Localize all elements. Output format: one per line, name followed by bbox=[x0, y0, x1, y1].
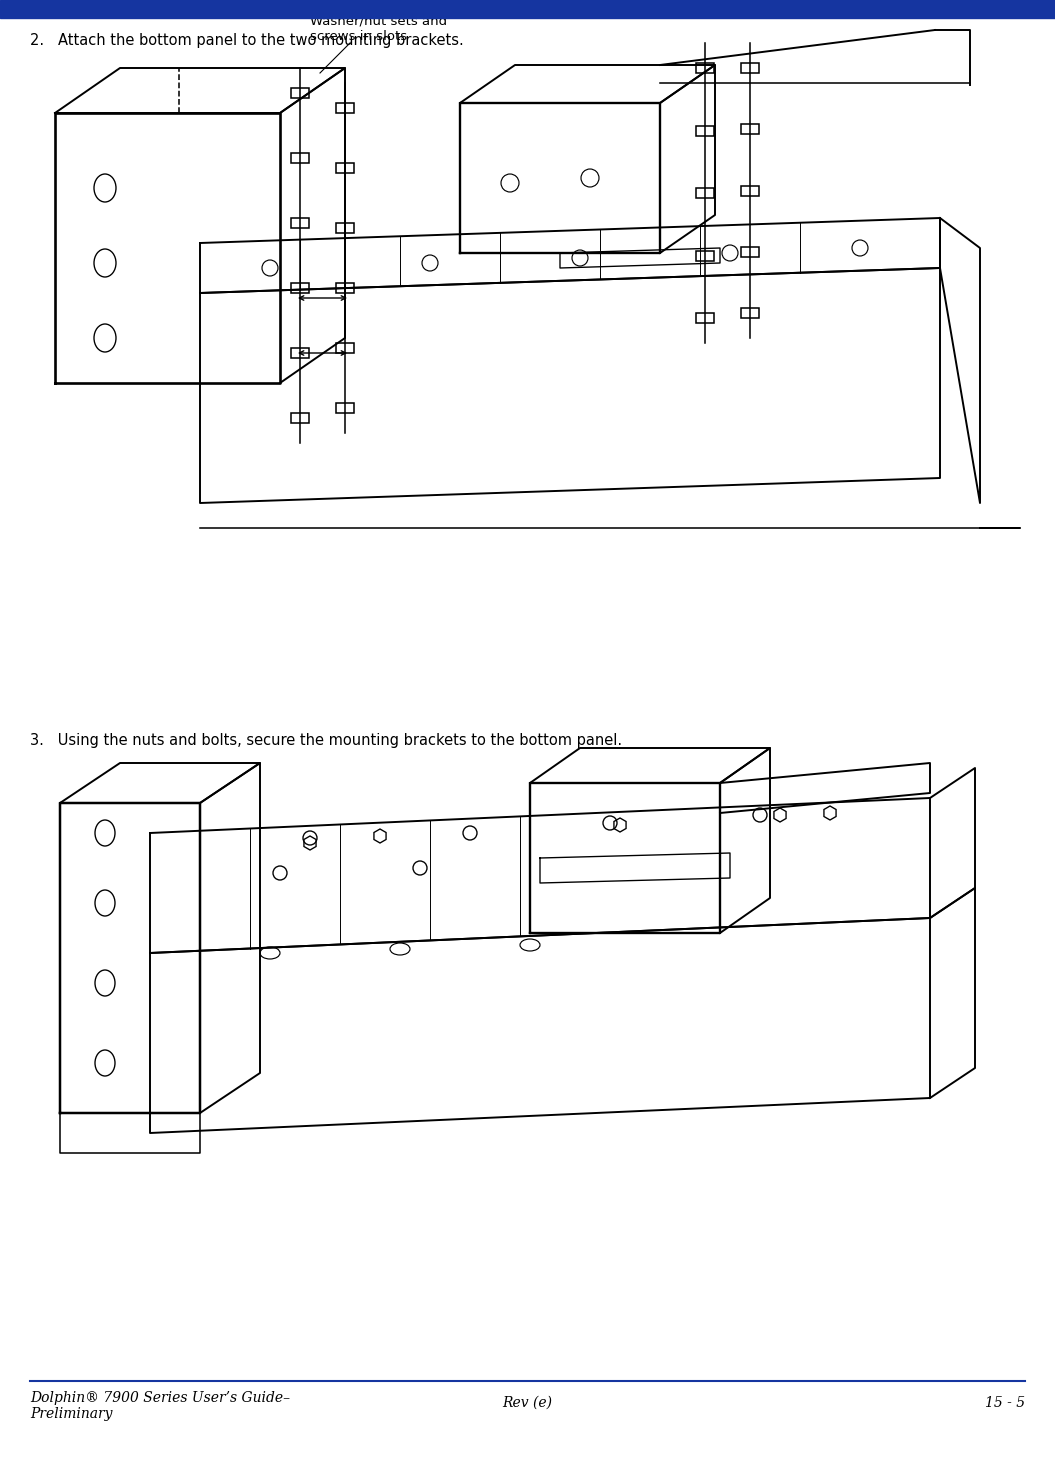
Bar bbox=[741, 309, 759, 317]
Bar bbox=[741, 247, 759, 256]
Bar bbox=[696, 189, 714, 198]
Bar bbox=[0, 0, 1055, 18]
Bar bbox=[291, 282, 309, 293]
Bar bbox=[291, 154, 309, 162]
Bar bbox=[696, 63, 714, 73]
Text: Washer/nut sets and
screws in slots: Washer/nut sets and screws in slots bbox=[310, 15, 447, 42]
Bar bbox=[335, 102, 354, 113]
Text: 15 - 5: 15 - 5 bbox=[985, 1396, 1025, 1410]
Text: 3.   Using the nuts and bolts, secure the mounting brackets to the bottom panel.: 3. Using the nuts and bolts, secure the … bbox=[30, 733, 622, 748]
Bar bbox=[291, 218, 309, 228]
Text: Preliminary: Preliminary bbox=[30, 1407, 113, 1421]
Bar bbox=[741, 186, 759, 196]
Bar bbox=[696, 250, 714, 260]
Bar bbox=[335, 402, 354, 413]
Bar bbox=[335, 282, 354, 293]
Bar bbox=[696, 126, 714, 136]
Bar bbox=[335, 162, 354, 173]
Bar bbox=[291, 348, 309, 358]
Bar bbox=[741, 63, 759, 73]
Bar bbox=[335, 342, 354, 353]
Text: Dolphin® 7900 Series User’s Guide–: Dolphin® 7900 Series User’s Guide– bbox=[30, 1391, 290, 1404]
Bar bbox=[741, 124, 759, 135]
Bar bbox=[696, 313, 714, 323]
Text: Rev (e): Rev (e) bbox=[502, 1396, 553, 1410]
Bar bbox=[291, 88, 309, 98]
Bar bbox=[335, 222, 354, 233]
Text: 2.   Attach the bottom panel to the two mounting brackets.: 2. Attach the bottom panel to the two mo… bbox=[30, 34, 464, 48]
Bar bbox=[291, 413, 309, 423]
